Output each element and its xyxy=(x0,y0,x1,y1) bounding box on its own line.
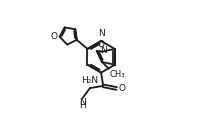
Text: N: N xyxy=(79,98,85,107)
Text: O: O xyxy=(98,40,105,49)
Text: O: O xyxy=(118,84,125,93)
Text: N: N xyxy=(98,29,105,38)
Text: H: H xyxy=(79,101,85,110)
Text: H₂N: H₂N xyxy=(81,76,98,85)
Text: N: N xyxy=(101,46,107,55)
Text: CH₃: CH₃ xyxy=(109,70,125,79)
Text: O: O xyxy=(50,32,57,41)
